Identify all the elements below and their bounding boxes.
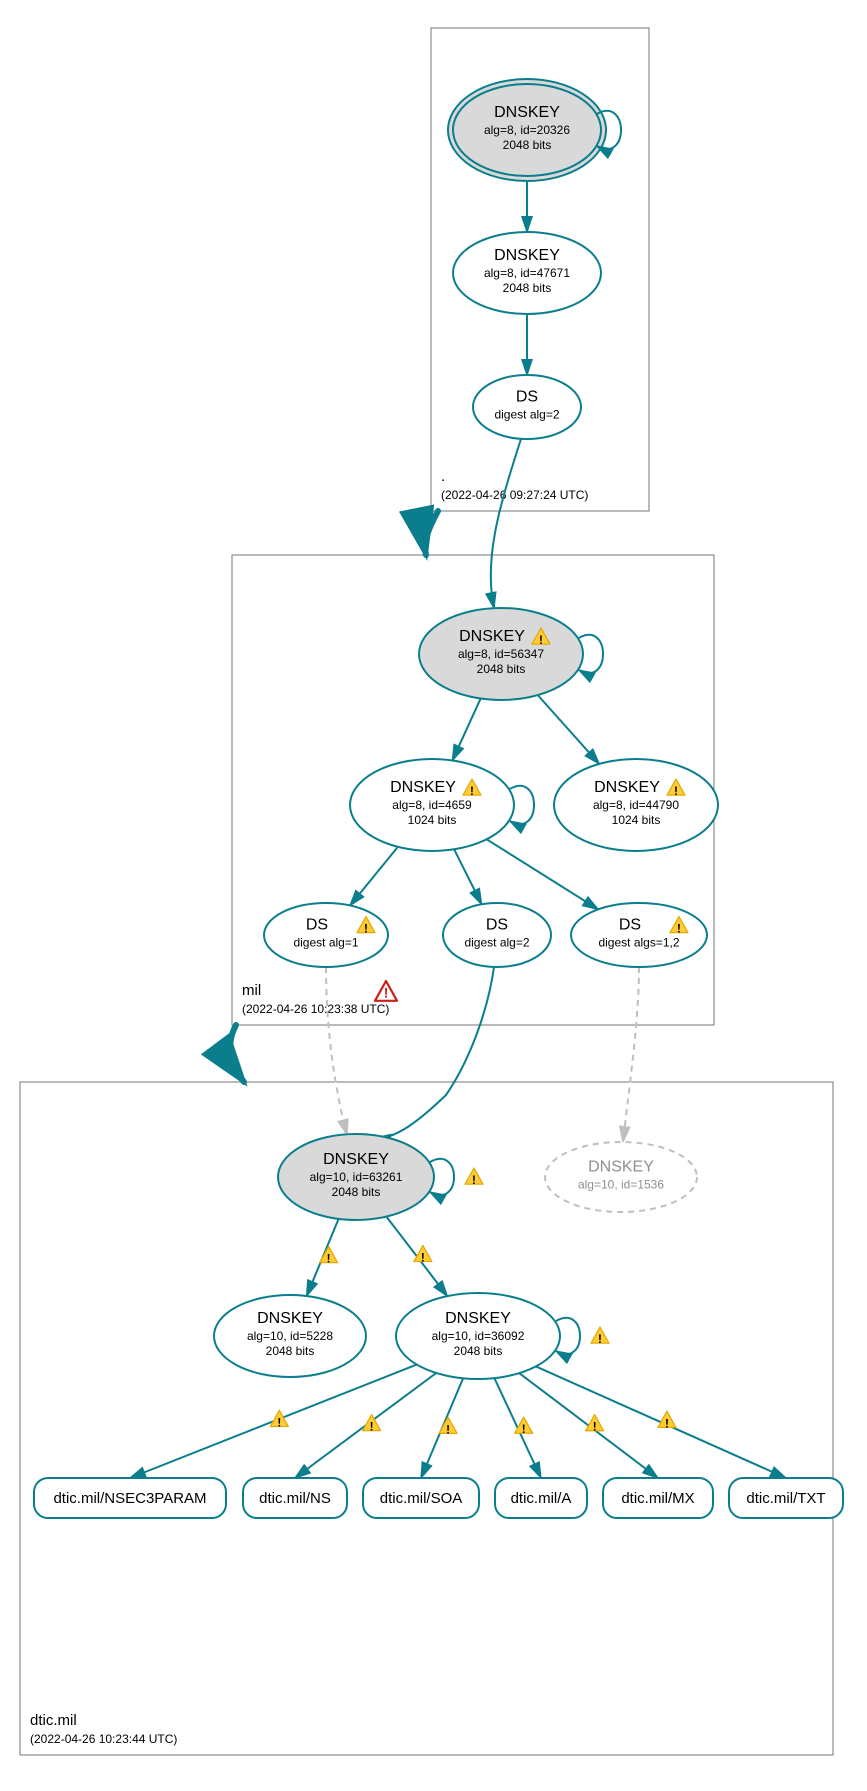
svg-text:!: ! [539, 634, 543, 647]
warning-icon: ! [591, 1327, 609, 1346]
node-subtitle: 2048 bits [477, 662, 526, 676]
node-title: DNSKEY [459, 628, 525, 645]
svg-text:dtic.mil/A: dtic.mil/A [511, 1490, 572, 1507]
edge [350, 847, 398, 906]
node-title: DNSKEY [588, 1159, 654, 1176]
node-title: DNSKEY [390, 779, 456, 796]
dnskey-node: DNSKEY alg=8, id=476712048 bits [453, 232, 601, 314]
node-subtitle: alg=10, id=5228 [247, 1329, 333, 1343]
node-title: DNSKEY [494, 104, 560, 121]
node-subtitle: 2048 bits [266, 1344, 315, 1358]
edge [487, 839, 599, 909]
warning-icon: ! [270, 1410, 288, 1429]
node-subtitle: alg=8, id=47671 [484, 266, 570, 280]
node-subtitle: 2048 bits [454, 1344, 503, 1358]
node-subtitle: alg=10, id=1536 [578, 1178, 664, 1192]
dnskey-node: DS digest alg=2 [443, 903, 551, 967]
nodes-layer: dtic.mil/NSEC3PARAM dtic.mil/NS dtic.mil/S… [34, 79, 843, 1518]
zone-timestamp: (2022-04-26 10:23:38 UTC) [242, 1002, 389, 1016]
node-subtitle: digest alg=2 [464, 936, 529, 950]
node-title: DNSKEY [445, 1310, 511, 1327]
svg-text:!: ! [370, 1421, 374, 1434]
rrset-node: dtic.mil/A [495, 1478, 587, 1518]
node-title: DS [486, 917, 508, 934]
svg-text:!: ! [277, 1416, 281, 1429]
dnskey-node: DNSKEY alg=10, id=1536 [545, 1142, 697, 1212]
zone-label: mil [242, 982, 261, 999]
rrset-node: dtic.mil/MX [603, 1478, 713, 1518]
node-title: DS [516, 389, 538, 406]
svg-text:dtic.mil/SOA: dtic.mil/SOA [380, 1490, 463, 1507]
node-subtitle: 2048 bits [503, 138, 552, 152]
svg-text:!: ! [446, 1423, 450, 1436]
warning-icon: ! [465, 1168, 483, 1187]
rrset-node: dtic.mil/SOA [363, 1478, 479, 1518]
svg-text:!: ! [470, 785, 474, 798]
zone-label: dtic.mil [30, 1712, 77, 1729]
zone-delegation-arrow [230, 1025, 244, 1082]
svg-text:dtic.mil/TXT: dtic.mil/TXT [746, 1490, 825, 1507]
zone-label: . [441, 468, 445, 485]
svg-text:dtic.mil/NS: dtic.mil/NS [259, 1490, 331, 1507]
node-subtitle: digest algs=1,2 [598, 936, 679, 950]
rrset-node: dtic.mil/NS [243, 1478, 347, 1518]
dnskey-node: DNSKEY alg=8, id=203262048 bits [448, 79, 621, 181]
node-subtitle: alg=8, id=56347 [458, 647, 544, 661]
svg-text:!: ! [674, 785, 678, 798]
node-subtitle: 1024 bits [408, 813, 457, 827]
svg-text:!: ! [384, 986, 389, 1001]
node-subtitle: alg=8, id=4659 [392, 798, 472, 812]
edge [326, 967, 347, 1135]
node-subtitle: 2048 bits [503, 281, 552, 295]
node-subtitle: 2048 bits [332, 1185, 381, 1199]
node-title: DNSKEY [257, 1310, 323, 1327]
zone-timestamp: (2022-04-26 09:27:24 UTC) [441, 488, 588, 502]
error-icon: ! [375, 981, 397, 1001]
dnskey-node: DNSKEY alg=8, id=46591024 bits! [350, 759, 534, 851]
svg-text:!: ! [677, 923, 681, 936]
dnskey-node: DNSKEY alg=10, id=632612048 bits! [278, 1134, 483, 1220]
edge [454, 849, 482, 904]
svg-text:!: ! [522, 1423, 526, 1436]
dnskey-node: DNSKEY alg=10, id=52282048 bits [214, 1295, 366, 1377]
dnskey-node: DS digest alg=1! [264, 903, 388, 967]
svg-text:!: ! [472, 1174, 476, 1187]
svg-text:!: ! [364, 923, 368, 936]
edge [623, 967, 639, 1142]
node-subtitle: alg=8, id=20326 [484, 123, 570, 137]
node-subtitle: alg=8, id=44790 [593, 798, 679, 812]
node-title: DNSKEY [323, 1151, 389, 1168]
node-title: DNSKEY [494, 247, 560, 264]
node-subtitle: alg=10, id=63261 [310, 1170, 403, 1184]
svg-text:!: ! [327, 1253, 331, 1266]
svg-text:!: ! [593, 1421, 597, 1434]
node-title: DS [619, 917, 641, 934]
dnskey-node: DNSKEY alg=8, id=563472048 bits! [419, 608, 603, 700]
node-subtitle: digest alg=2 [494, 408, 559, 422]
dnskey-node: DS digest algs=1,2! [571, 903, 707, 967]
zone-delegation-arrow [425, 511, 438, 555]
dnskey-node: DNSKEY alg=8, id=447901024 bits! [554, 759, 718, 851]
dnskey-node: DNSKEY alg=10, id=360922048 bits! [396, 1293, 609, 1379]
rrset-node: dtic.mil/TXT [729, 1478, 843, 1518]
node-subtitle: alg=10, id=36092 [432, 1329, 525, 1343]
node-title: DS [306, 917, 328, 934]
svg-text:!: ! [665, 1417, 669, 1430]
edge [538, 695, 599, 764]
node-subtitle: 1024 bits [612, 813, 661, 827]
svg-text:dtic.mil/NSEC3PARAM: dtic.mil/NSEC3PARAM [53, 1490, 206, 1507]
zone-timestamp: (2022-04-26 10:23:44 UTC) [30, 1732, 177, 1746]
node-title: DNSKEY [594, 779, 660, 796]
svg-text:!: ! [421, 1251, 425, 1264]
dnskey-node: DS digest alg=2 [473, 375, 581, 439]
svg-text:!: ! [598, 1333, 602, 1346]
rrset-node: dtic.mil/NSEC3PARAM [34, 1478, 226, 1518]
edge [491, 439, 521, 608]
node-subtitle: digest alg=1 [293, 936, 358, 950]
warning-icon: ! [658, 1411, 676, 1430]
svg-text:dtic.mil/MX: dtic.mil/MX [621, 1490, 694, 1507]
edge [452, 699, 480, 761]
